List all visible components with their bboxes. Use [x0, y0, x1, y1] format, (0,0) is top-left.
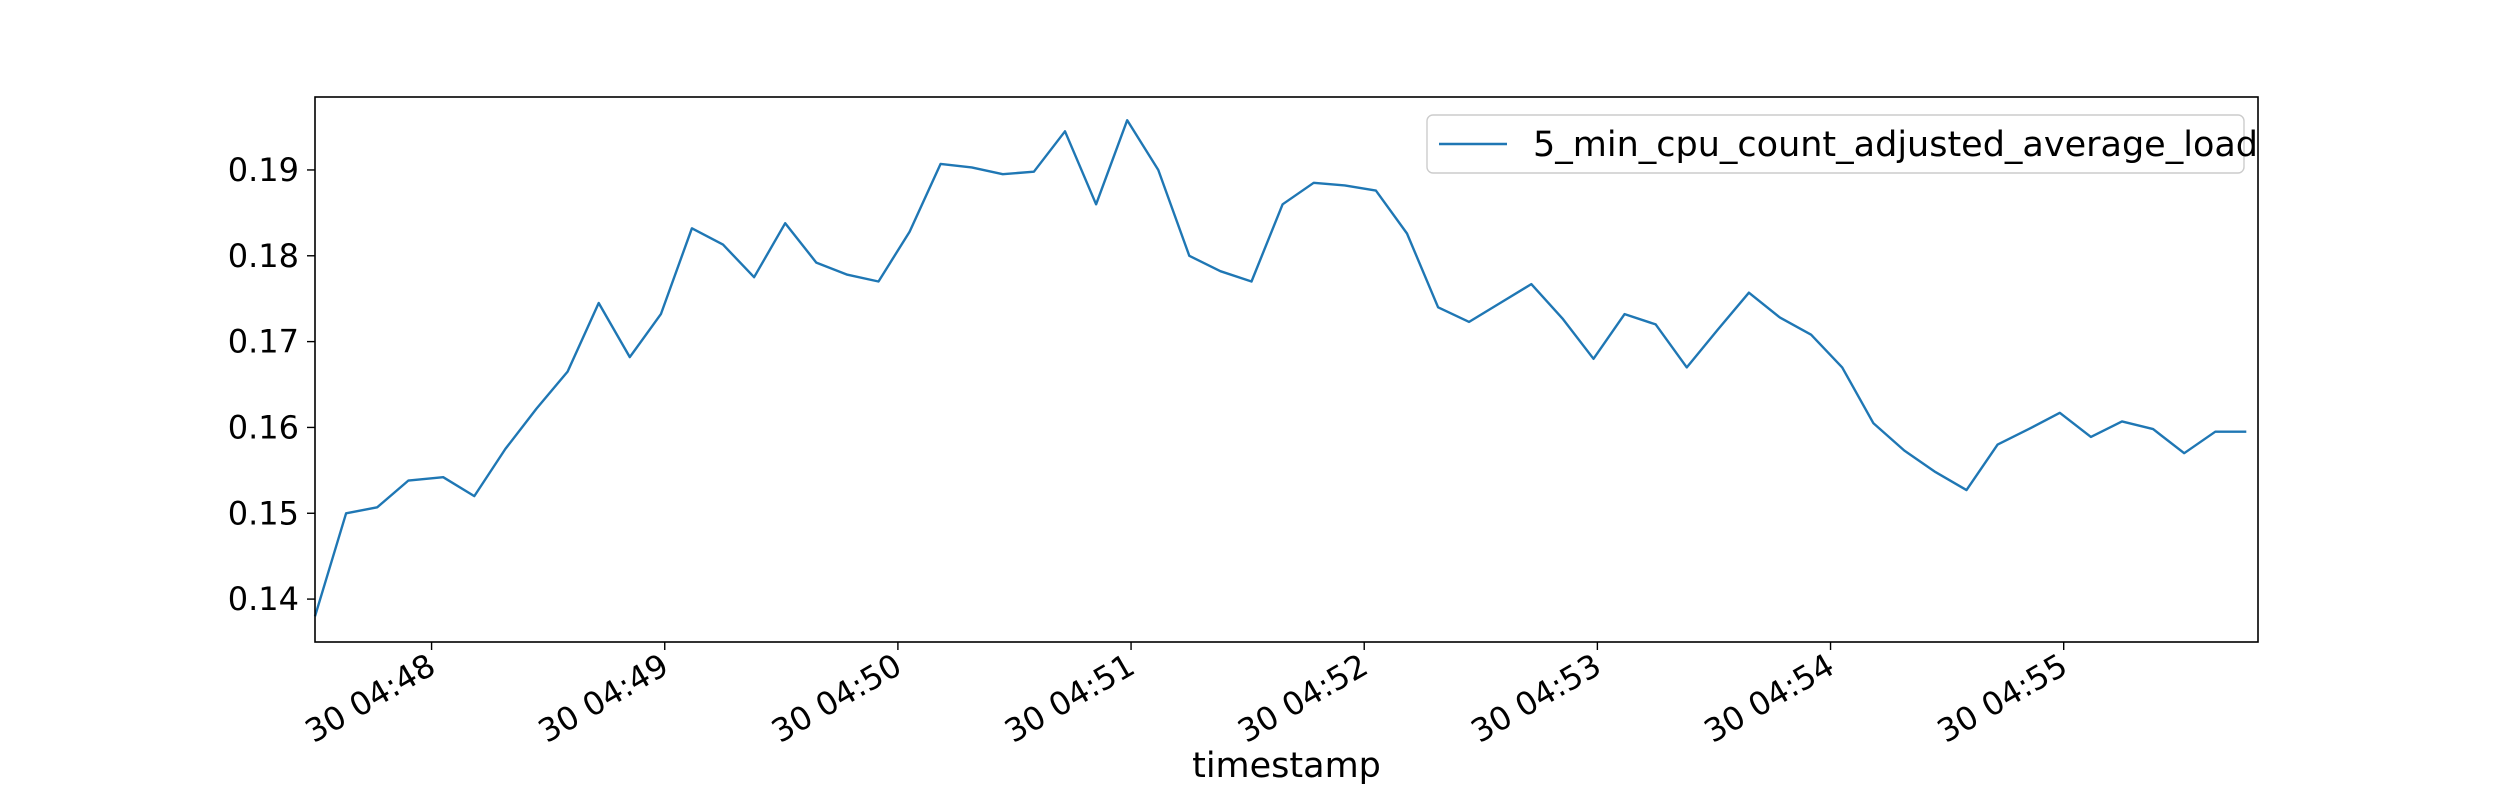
legend-label: 5_min_cpu_count_adjusted_average_load [1533, 125, 2258, 165]
y-tick-label: 0.17 [228, 323, 299, 361]
series-layer [313, 118, 2247, 617]
series-line-0 [313, 118, 2247, 617]
plot-area [315, 97, 2258, 642]
plot-frame [314, 96, 2259, 643]
y-tick-label: 0.19 [228, 151, 299, 189]
legend-box [1426, 114, 2245, 174]
y-tick-label: 0.18 [228, 237, 299, 275]
y-tick-label: 0.14 [228, 580, 299, 618]
y-tick-label: 0.15 [228, 494, 299, 532]
y-axis: 0.14 0.15 0.16 0.17 0.18 0.19 [228, 151, 315, 618]
legend: 5_min_cpu_count_adjusted_average_load [1426, 114, 2258, 174]
y-tick-label: 0.16 [228, 408, 299, 446]
x-axis-title: timestamp [1192, 746, 1381, 786]
